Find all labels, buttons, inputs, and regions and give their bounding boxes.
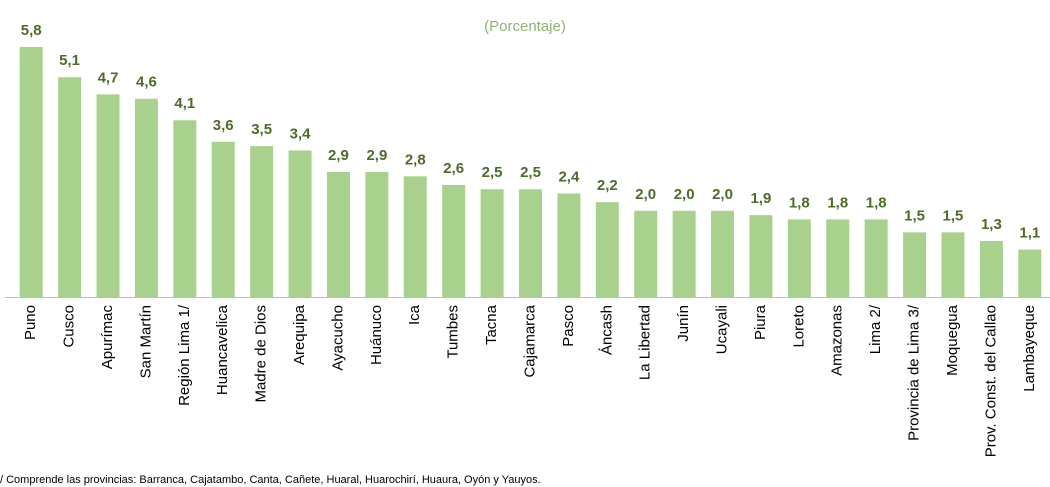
bar: [903, 232, 927, 297]
x-tick-label: Prov. Const. del Callao: [982, 305, 999, 457]
bar: [864, 219, 888, 297]
value-label: 2,2: [597, 177, 618, 194]
x-tick-label: Loreto: [790, 305, 807, 348]
x-tick-label: Pasco: [560, 305, 577, 347]
x-tick-label: Huánuco: [368, 305, 385, 365]
bar: [58, 77, 82, 297]
bar: [1018, 249, 1042, 297]
x-tick-label: Cusco: [61, 305, 78, 348]
value-label: 3,4: [290, 125, 312, 142]
bar: [288, 150, 312, 297]
value-label: 2,9: [366, 147, 387, 164]
bar: [134, 98, 158, 297]
value-label: 5,1: [59, 52, 80, 69]
x-tick-label: Tumbes: [445, 305, 462, 359]
value-label: 1,9: [751, 190, 772, 207]
x-tick-label: Moquegua: [944, 304, 961, 376]
x-tick-label: Ayacucho: [329, 305, 346, 371]
value-label: 2,0: [635, 186, 656, 203]
x-tick-label: Región Lima 1/: [176, 304, 193, 406]
value-label: 2,6: [443, 160, 464, 177]
value-label: 2,9: [328, 147, 349, 164]
x-tick-label: Puno: [22, 305, 39, 340]
value-label: 1,8: [789, 194, 810, 211]
value-label: 4,7: [98, 69, 119, 86]
value-label: 2,5: [520, 164, 541, 181]
value-label: 3,5: [251, 121, 272, 138]
x-tick-label: Arequipa: [291, 304, 308, 365]
value-label: 2,0: [674, 186, 695, 203]
bar: [941, 232, 965, 297]
x-tick-label: Provincia de Lima 3/: [906, 304, 923, 441]
x-tick-label: Amazonas: [829, 305, 846, 376]
x-tick-label: Ucayali: [714, 305, 731, 354]
x-tick-label: Lima 2/: [867, 304, 884, 354]
bar: [480, 189, 504, 297]
bar: [749, 215, 773, 297]
bar: [403, 176, 427, 297]
x-tick-label: Ica: [406, 304, 423, 325]
bar: [250, 146, 274, 297]
bar: [826, 219, 850, 297]
value-label: 1,5: [943, 207, 964, 224]
x-tick-label: Áncash: [598, 305, 615, 355]
bar: [519, 189, 542, 297]
footnote: / Comprende las provincias: Barranca, Ca…: [0, 474, 541, 486]
x-tick-label: Huancavelica: [214, 304, 231, 395]
bar: [365, 172, 389, 297]
value-label: 1,1: [1019, 225, 1040, 242]
value-label: 2,8: [405, 151, 426, 168]
value-label: 2,0: [712, 186, 733, 203]
value-label: 5,8: [21, 22, 42, 39]
bar: [96, 94, 120, 298]
x-tick-label: Piura: [752, 304, 769, 340]
x-tick-label: Lambayeque: [1021, 305, 1038, 392]
bar: [557, 193, 581, 297]
bar: [711, 210, 735, 297]
value-label: 1,3: [981, 216, 1002, 233]
bar: [787, 219, 811, 297]
value-label: 1,8: [866, 194, 887, 211]
chart-subtitle: (Porcentaje): [484, 18, 566, 35]
x-tick-label: Junín: [675, 305, 692, 342]
value-label: 2,5: [482, 164, 503, 181]
bar: [634, 210, 658, 297]
x-tick-label: Tacna: [483, 304, 500, 345]
value-label: 2,4: [558, 169, 580, 186]
bar: [979, 240, 1003, 297]
bar: [326, 172, 350, 297]
bar: [173, 120, 197, 297]
bar: [595, 202, 619, 297]
value-label: 3,6: [213, 117, 234, 134]
bar: [442, 184, 466, 297]
x-tick-label: La Libertad: [637, 305, 654, 380]
x-tick-label: San Martín: [137, 305, 154, 378]
value-label: 4,1: [174, 95, 195, 112]
bar: [211, 141, 235, 297]
value-label: 1,5: [904, 207, 925, 224]
value-label: 1,8: [827, 194, 848, 211]
x-tick-label: Madre de Dios: [253, 305, 270, 403]
bar: [19, 47, 43, 297]
value-label: 4,6: [136, 74, 157, 91]
bar: [672, 210, 696, 297]
x-tick-label: Apurímac: [99, 305, 116, 370]
x-tick-label: Cajamarca: [521, 304, 538, 377]
